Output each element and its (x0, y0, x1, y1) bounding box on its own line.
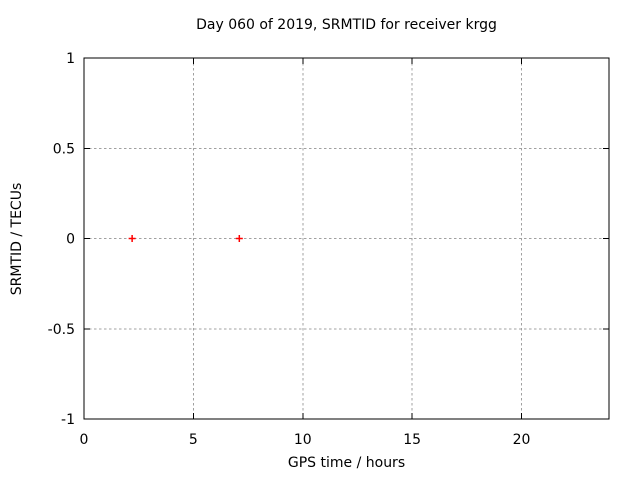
x-tick-label: 15 (403, 432, 421, 448)
y-axis-label: SRMTID / TECUs (9, 183, 25, 296)
x-tick-label: 5 (189, 432, 198, 448)
chart-layers: 0 5 10 15 20 -1 -0.5 0 0.5 1 (48, 51, 610, 448)
y-tick-label: 1 (66, 51, 75, 67)
y-tick-label: 0.5 (53, 141, 75, 157)
x-axis-label: GPS time / hours (288, 455, 405, 471)
chart-title: Day 060 of 2019, SRMTID for receiver krg… (196, 17, 497, 33)
y-tick-label: -1 (61, 412, 75, 428)
x-tick-label: 20 (513, 432, 531, 448)
x-tick-label: 0 (80, 432, 89, 448)
y-tick-label: -0.5 (48, 322, 75, 338)
y-tick-label: 0 (66, 232, 75, 248)
x-tick-label: 10 (294, 432, 312, 448)
